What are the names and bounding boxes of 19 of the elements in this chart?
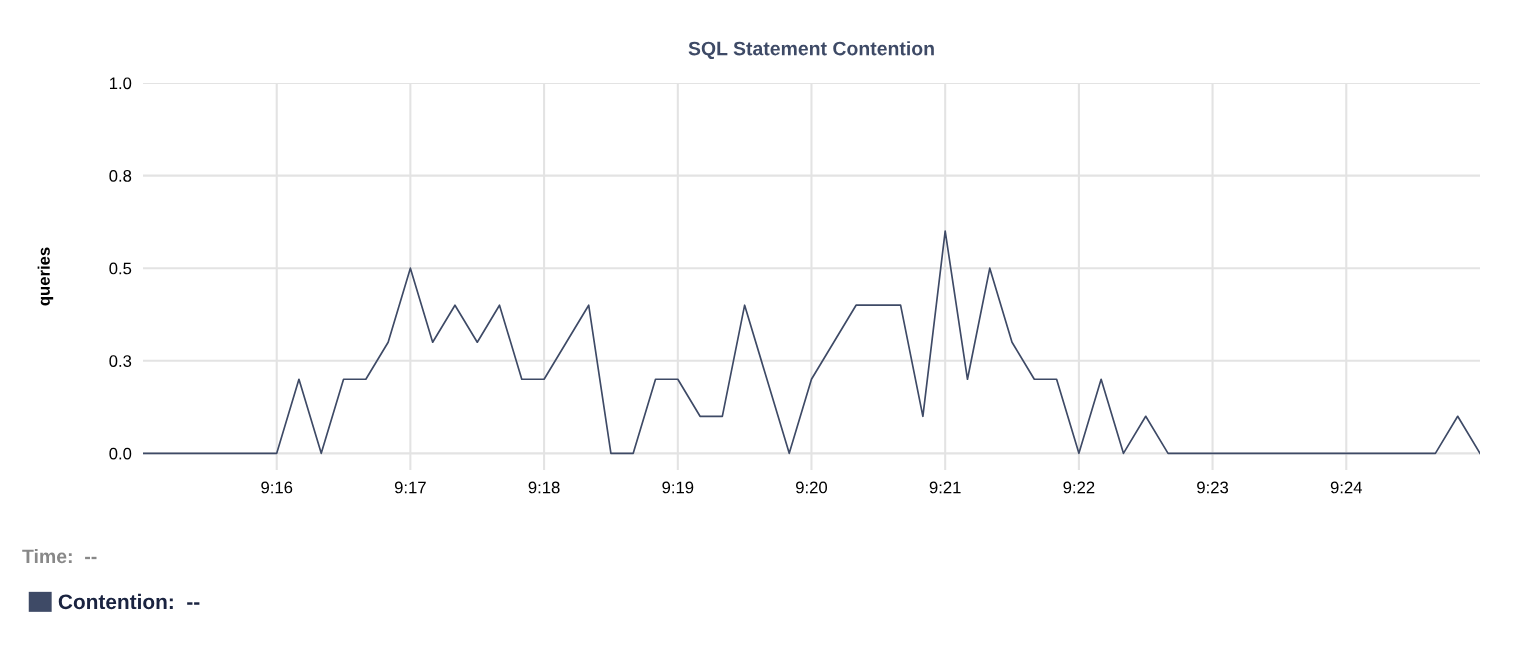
y-tick-label: 0.5	[109, 262, 132, 275]
y-tick-label: 0.3	[109, 355, 132, 367]
x-tick-label: 9:21	[929, 481, 961, 494]
text: Time: --	[22, 548, 97, 564]
x-tick-label: 9:22	[1063, 481, 1095, 494]
y-tick-label: 0.0	[109, 447, 132, 460]
x-tick-label: 9:24	[1330, 481, 1363, 494]
x-tick-label: 9:17	[394, 481, 426, 494]
x-tick-label: 9:19	[662, 481, 694, 494]
y-tick-label: 0.8	[109, 169, 132, 182]
x-tick-label: 9:18	[528, 481, 560, 494]
x-tick-label: 9:16	[261, 481, 293, 494]
y-tick-label: 1.0	[109, 77, 132, 90]
y-axis-title: queries	[37, 247, 54, 306]
legend-label: Contention: --	[58, 593, 200, 610]
line-series	[143, 230, 1480, 455]
x-tick-label: 9:23	[1197, 481, 1229, 494]
chart-title: SQL Statement Contention	[688, 41, 934, 60]
x-tick-label: 9:20	[796, 481, 828, 494]
